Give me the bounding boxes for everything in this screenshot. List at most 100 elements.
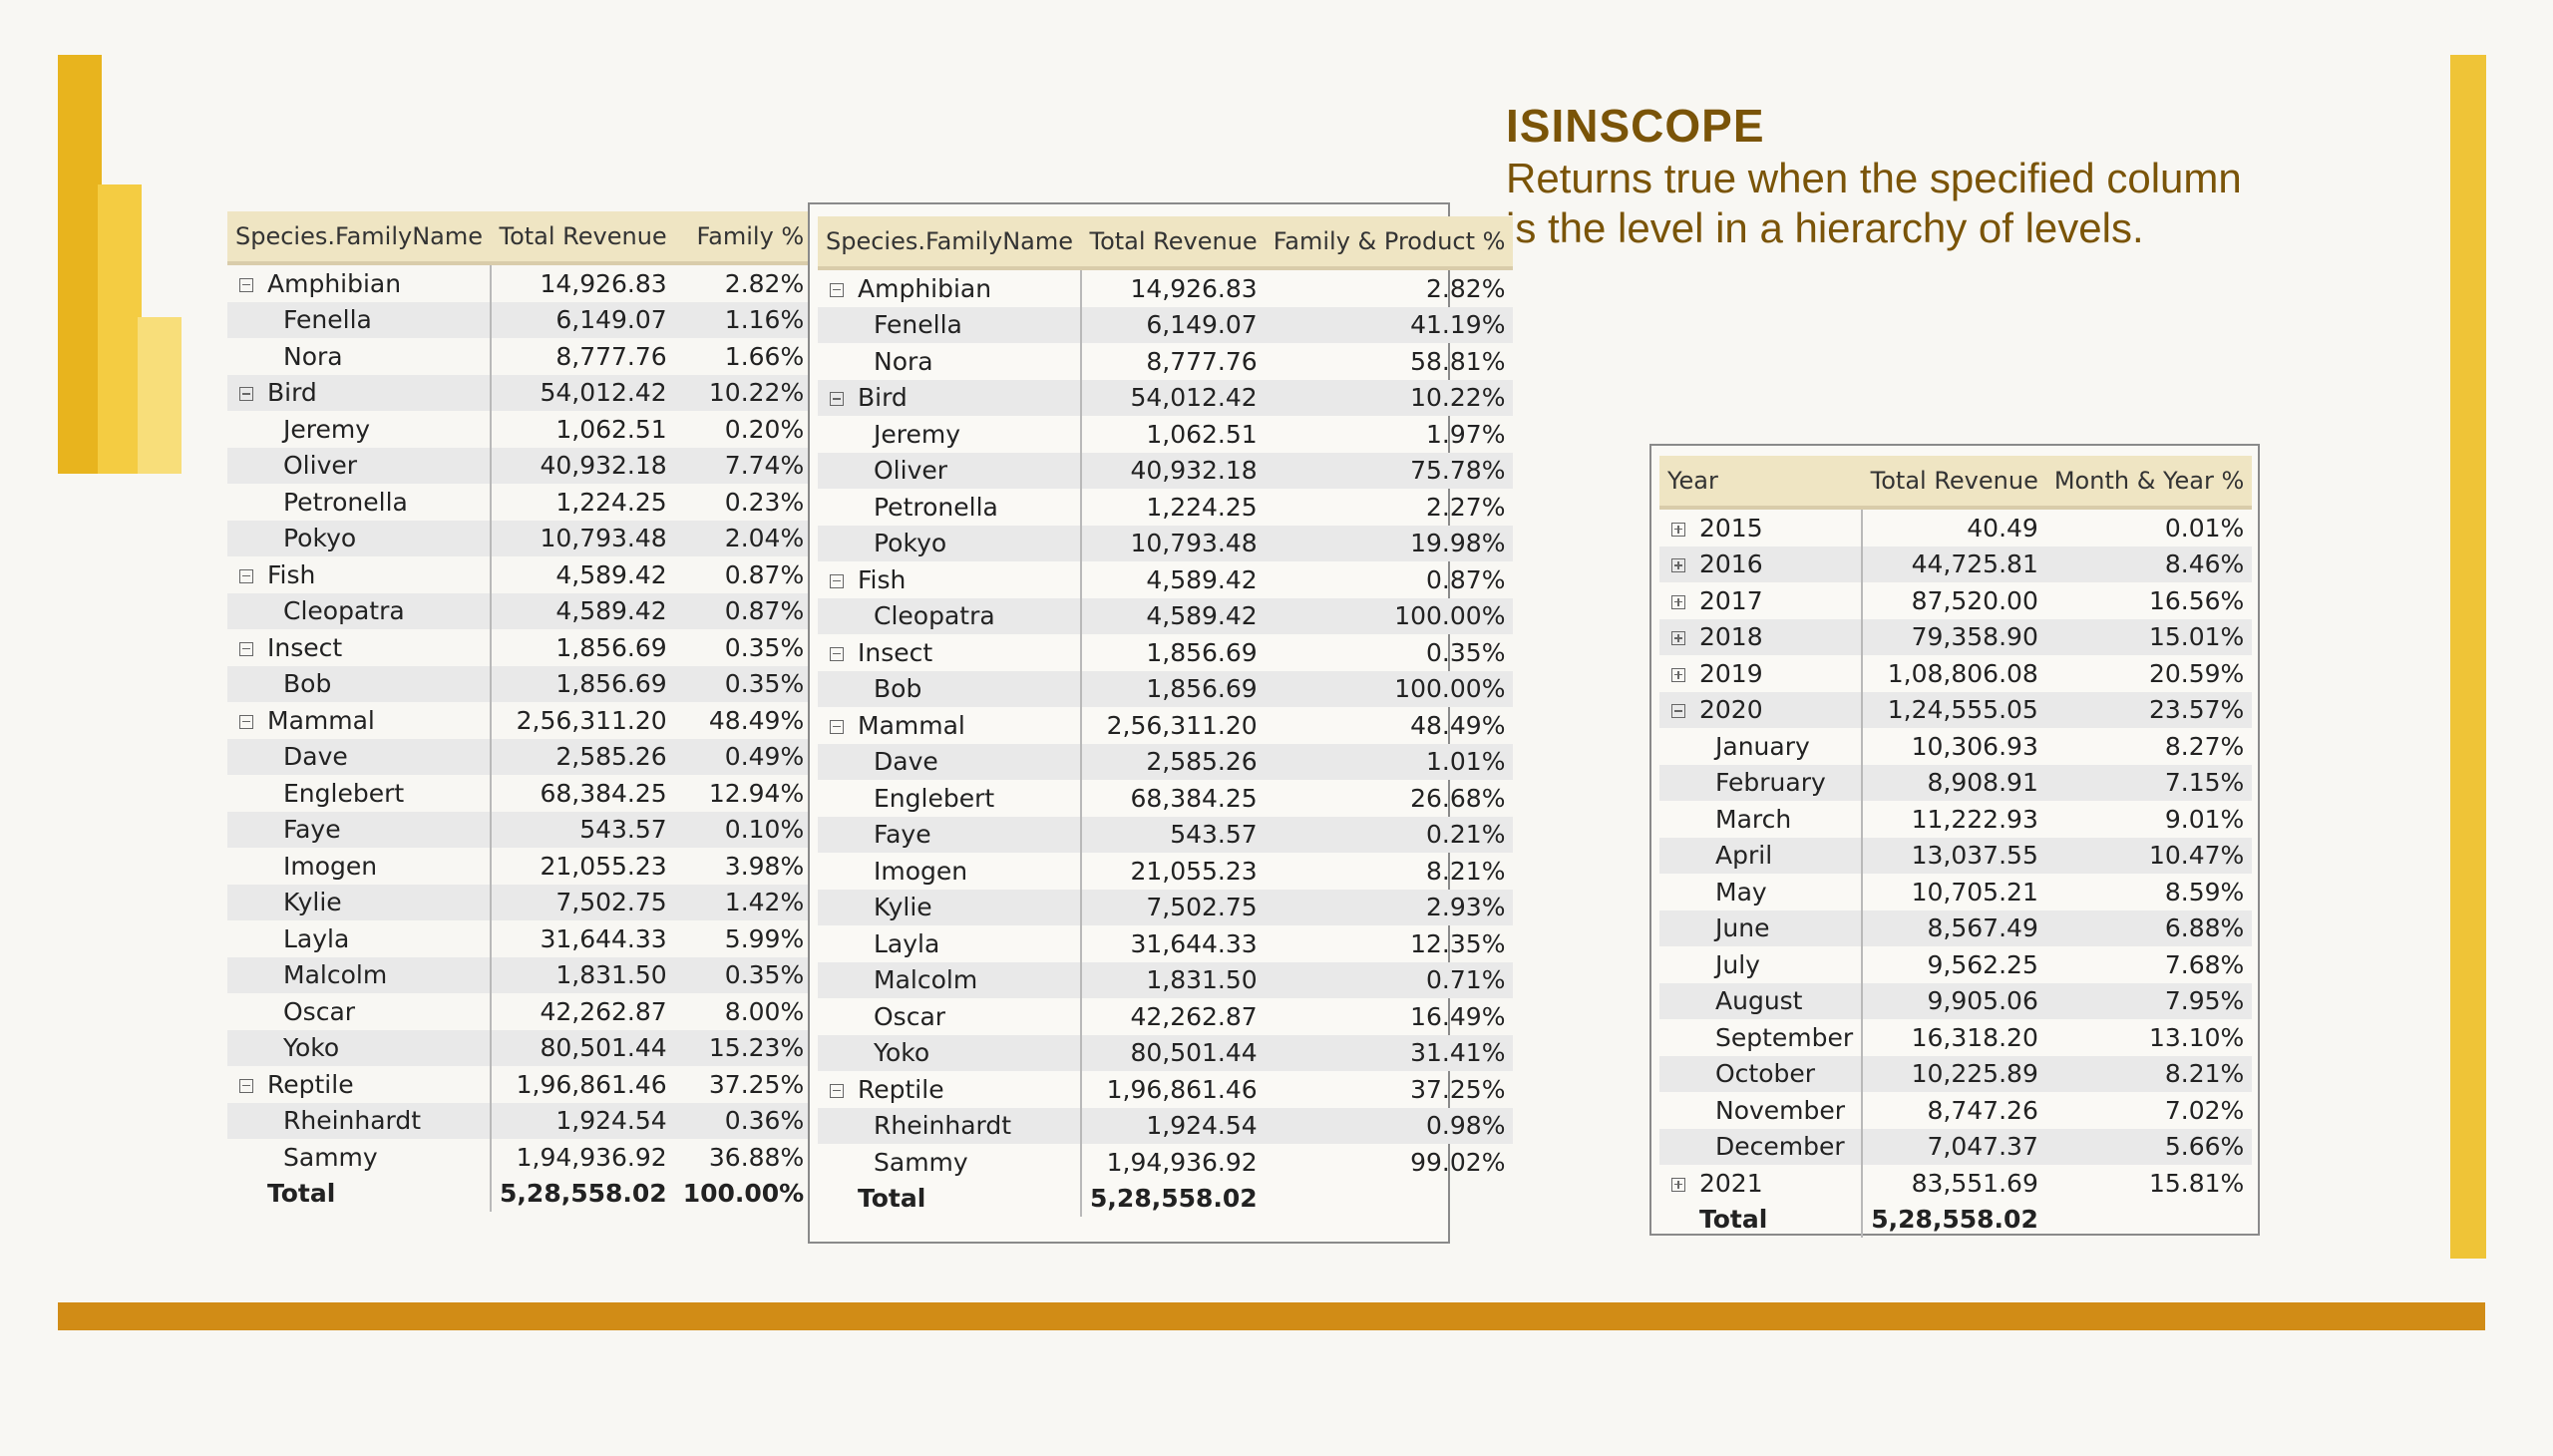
table-row[interactable]: December 7,047.37 5.66%	[1659, 1128, 2253, 1165]
group-row[interactable]: 2019 1,08,806.08 20.59%	[1659, 655, 2252, 692]
table-row[interactable]: Imogen 21,055.23 8.21%	[818, 853, 1513, 890]
group-row[interactable]: Insect 1,856.69 0.35%	[818, 634, 1513, 671]
table-row[interactable]: Yoko 80,501.44 31.41%	[818, 1034, 1514, 1071]
group-row[interactable]: 2015 40.49 0.01%	[1659, 508, 2252, 546]
group-row[interactable]: Fish 4,589.42 0.87%	[227, 556, 812, 593]
group-row[interactable]: 2020 1,24,555.05 23.57%	[1659, 691, 2253, 728]
collapse-icon[interactable]	[239, 1078, 253, 1093]
group-row[interactable]: 2021 83,551.69 15.81%	[1659, 1165, 2252, 1202]
column-header[interactable]: Total Revenue	[1862, 456, 2046, 510]
collapse-icon[interactable]	[239, 714, 253, 729]
collapse-icon[interactable]	[830, 392, 844, 407]
table-row[interactable]: Dave 2,585.26 0.49%	[227, 738, 813, 775]
column-header[interactable]: Year	[1659, 456, 1863, 510]
collapse-icon[interactable]	[830, 719, 844, 734]
table-row[interactable]: May 10,705.21 8.59%	[1659, 874, 2252, 910]
total-row[interactable]: Total 5,28,558.02 100.00%	[227, 1175, 812, 1212]
collapse-icon[interactable]	[239, 641, 253, 656]
table-row[interactable]: Rheinhardt 1,924.54 0.36%	[227, 1102, 813, 1139]
table-row[interactable]: Yoko 80,501.44 15.23%	[227, 1029, 813, 1066]
table-row[interactable]: Oscar 42,262.87 16.49%	[818, 998, 1513, 1035]
group-row[interactable]: Reptile 1,96,861.46 37.25%	[227, 1066, 812, 1103]
table-row[interactable]: Fenella 6,149.07 1.16%	[227, 301, 813, 338]
column-header[interactable]: Family %	[674, 211, 813, 265]
expand-icon[interactable]	[1671, 667, 1685, 682]
table-row[interactable]: Cleopatra 4,589.42 100.00%	[818, 597, 1514, 634]
group-row[interactable]: 2018 79,358.90 15.01%	[1659, 618, 2253, 655]
table-row[interactable]: Imogen 21,055.23 3.98%	[227, 848, 812, 885]
collapse-icon[interactable]	[830, 1083, 844, 1098]
table-row[interactable]: November 8,747.26 7.02%	[1659, 1092, 2252, 1129]
table-row[interactable]: Layla 31,644.33 12.35%	[818, 925, 1513, 962]
table-row[interactable]: Pokyo 10,793.48 2.04%	[227, 520, 813, 556]
table-row[interactable]: July 9,562.25 7.68%	[1659, 946, 2252, 983]
table-row[interactable]: Malcolm 1,831.50 0.71%	[818, 961, 1514, 998]
table-row[interactable]: April 13,037.55 10.47%	[1659, 837, 2253, 874]
table-row[interactable]: October 10,225.89 8.21%	[1659, 1055, 2253, 1092]
table-row[interactable]: Nora 8,777.76 58.81%	[818, 343, 1513, 380]
table-row[interactable]: Englebert 68,384.25 26.68%	[818, 780, 1513, 817]
collapse-icon[interactable]	[830, 573, 844, 588]
expand-icon[interactable]	[1671, 522, 1685, 537]
expand-icon[interactable]	[1671, 1177, 1685, 1192]
table-row[interactable]: Jeremy 1,062.51 0.20%	[227, 411, 812, 448]
family-matrix-visual[interactable]: Species.FamilyName Total Revenue Family % A…	[227, 211, 813, 1212]
group-row[interactable]: Amphibian 14,926.83 2.82%	[818, 268, 1513, 307]
group-row[interactable]: Fish 4,589.42 0.87%	[818, 561, 1513, 598]
table-row[interactable]: Bob 1,856.69 100.00%	[818, 670, 1514, 707]
table-row[interactable]: August 9,905.06 7.95%	[1659, 982, 2253, 1019]
group-row[interactable]: 2017 87,520.00 16.56%	[1659, 582, 2252, 619]
expand-icon[interactable]	[1671, 594, 1685, 609]
table-row[interactable]: Sammy 1,94,936.92 99.02%	[818, 1144, 1513, 1181]
expand-icon[interactable]	[1671, 631, 1685, 646]
table-row[interactable]: Rheinhardt 1,924.54 0.98%	[818, 1107, 1514, 1144]
group-row[interactable]: Insect 1,856.69 0.35%	[227, 629, 812, 666]
collapse-icon[interactable]	[830, 282, 844, 297]
table-row[interactable]: Fenella 6,149.07 41.19%	[818, 306, 1514, 343]
table-row[interactable]: Sammy 1,94,936.92 36.88%	[227, 1139, 812, 1176]
group-row[interactable]: Bird 54,012.42 10.22%	[227, 374, 813, 411]
table-row[interactable]: Kylie 7,502.75 1.42%	[227, 884, 813, 920]
total-row[interactable]: Total 5,28,558.02	[818, 1180, 1513, 1217]
column-header[interactable]: Total Revenue	[1081, 216, 1266, 270]
column-header[interactable]: Species.FamilyName	[227, 211, 492, 265]
column-header[interactable]: Month & Year %	[2045, 456, 2253, 510]
table-row[interactable]: Malcolm 1,831.50 0.35%	[227, 956, 813, 993]
table-row[interactable]: Faye 543.57 0.10%	[227, 811, 813, 848]
group-row[interactable]: Mammal 2,56,311.20 48.49%	[818, 707, 1513, 744]
table-row[interactable]: Petronella 1,224.25 2.27%	[818, 489, 1513, 526]
table-row[interactable]: January 10,306.93 8.27%	[1659, 728, 2252, 765]
table-row[interactable]: September 16,318.20 13.10%	[1659, 1019, 2252, 1056]
table-row[interactable]: March 11,222.93 9.01%	[1659, 801, 2252, 838]
table-row[interactable]: Oliver 40,932.18 7.74%	[227, 447, 813, 484]
column-header[interactable]: Family & Product %	[1265, 216, 1514, 270]
collapse-icon[interactable]	[239, 277, 253, 292]
group-row[interactable]: Amphibian 14,926.83 2.82%	[227, 263, 812, 302]
group-row[interactable]: 2016 44,725.81 8.46%	[1659, 546, 2253, 582]
table-row[interactable]: Oliver 40,932.18 75.78%	[818, 452, 1514, 489]
group-row[interactable]: Bird 54,012.42 10.22%	[818, 379, 1514, 416]
table-row[interactable]: Dave 2,585.26 1.01%	[818, 743, 1514, 780]
table-row[interactable]: Faye 543.57 0.21%	[818, 816, 1514, 853]
table-row[interactable]: Oscar 42,262.87 8.00%	[227, 993, 812, 1030]
table-row[interactable]: Pokyo 10,793.48 19.98%	[818, 525, 1514, 561]
table-row[interactable]: Layla 31,644.33 5.99%	[227, 920, 812, 957]
table-row[interactable]: Nora 8,777.76 1.66%	[227, 338, 812, 375]
collapse-icon[interactable]	[239, 387, 253, 402]
expand-icon[interactable]	[1671, 558, 1685, 573]
group-row[interactable]: Mammal 2,56,311.20 48.49%	[227, 702, 812, 739]
table-row[interactable]: Petronella 1,224.25 0.23%	[227, 484, 812, 521]
table-row[interactable]: Jeremy 1,062.51 1.97%	[818, 416, 1513, 453]
table-row[interactable]: Englebert 68,384.25 12.94%	[227, 775, 812, 812]
collapse-icon[interactable]	[830, 646, 844, 661]
column-header[interactable]: Species.FamilyName	[818, 216, 1082, 270]
table-row[interactable]: February 8,908.91 7.15%	[1659, 764, 2253, 801]
column-header[interactable]: Total Revenue	[491, 211, 675, 265]
group-row[interactable]: Reptile 1,96,861.46 37.25%	[818, 1071, 1513, 1108]
year-month-matrix-visual[interactable]: Year Total Revenue Month & Year % 2015 40.49…	[1649, 444, 2260, 1238]
collapse-icon[interactable]	[239, 568, 253, 583]
table-row[interactable]: Kylie 7,502.75 2.93%	[818, 889, 1514, 925]
table-row[interactable]: Bob 1,856.69 0.35%	[227, 665, 813, 702]
collapse-icon[interactable]	[1671, 704, 1685, 719]
table-row[interactable]: June 8,567.49 6.88%	[1659, 910, 2253, 946]
